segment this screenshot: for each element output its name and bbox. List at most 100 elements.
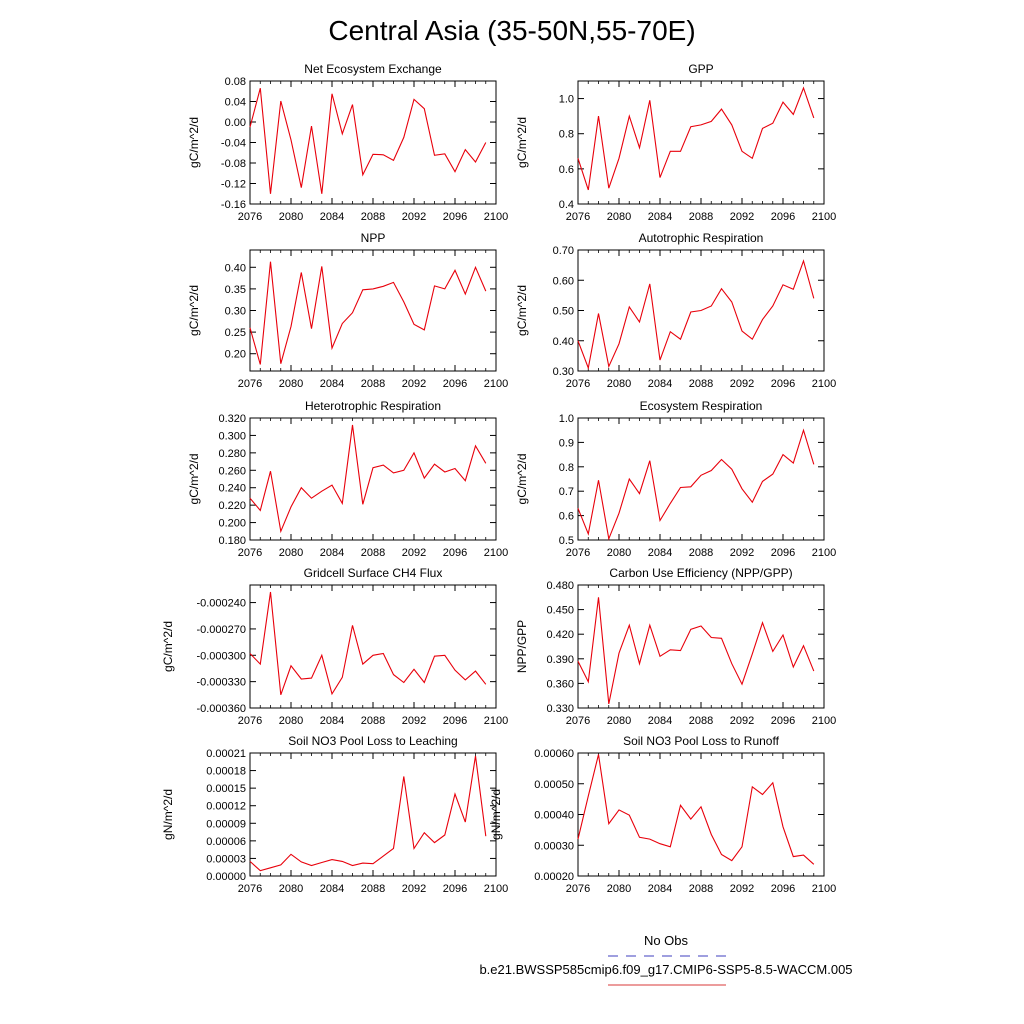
x-tick-label: 2076: [566, 883, 590, 895]
y-tick-label: 0.30: [225, 306, 246, 318]
panel-ecosystem-respiration: Ecosystem Respiration gC/m^2/d 2076 2080 208…: [515, 399, 836, 559]
x-tick-label: 2096: [771, 715, 795, 727]
panel-heterotrophic-respiration: Heterotrophic Respiration gC/m^2/d 2076 208…: [187, 399, 508, 559]
y-tick-label: -0.12: [221, 179, 246, 191]
x-tick-label: 2100: [484, 883, 508, 895]
panel-title: Carbon Use Efficiency (NPP/GPP): [609, 566, 792, 580]
y-tick-label: -0.000240: [196, 598, 246, 610]
x-tick-label: 2080: [279, 883, 303, 895]
y-tick-label: 0.220: [218, 500, 246, 512]
series-line: [249, 591, 487, 696]
y-tick-label: 0.00006: [206, 836, 246, 848]
y-tick-label: 0.00003: [206, 853, 246, 865]
y-tick-label: 0.00012: [206, 801, 246, 813]
x-tick-label: 2092: [402, 883, 426, 895]
y-tick-label: 0.8: [559, 129, 574, 141]
x-tick-label: 2088: [689, 883, 713, 895]
series-line: [577, 754, 815, 865]
y-tick-label: 0.360: [546, 678, 574, 690]
y-tick-label: 0.6: [559, 164, 574, 176]
x-tick-label: 2084: [648, 715, 672, 727]
y-tick-label: 0.320: [218, 413, 246, 425]
y-tick-label: 0.420: [546, 629, 574, 641]
x-tick-label: 2100: [812, 211, 836, 223]
y-tick-label: 0.70: [553, 245, 574, 257]
y-tick-label: 0.390: [546, 654, 574, 666]
plot-frame: [249, 80, 497, 205]
y-tick-label: 0.180: [218, 535, 246, 547]
x-tick-label: 2088: [689, 715, 713, 727]
y-tick-label: -0.000300: [196, 650, 246, 662]
x-tick-label: 2092: [402, 378, 426, 390]
y-tick-label: 0.00: [225, 117, 246, 129]
y-tick-label: 0.30: [553, 366, 574, 378]
x-tick-label: 2092: [730, 883, 754, 895]
x-tick-label: 2092: [730, 211, 754, 223]
x-tick-label: 2080: [607, 547, 631, 559]
x-tick-label: 2088: [689, 547, 713, 559]
series-line: [577, 259, 815, 371]
y-tick-label: 0.7: [559, 486, 574, 498]
x-tick-label: 2096: [771, 211, 795, 223]
x-tick-label: 2076: [238, 211, 262, 223]
x-tick-label: 2092: [402, 715, 426, 727]
series-line: [577, 86, 815, 191]
y-tick-label: -0.000270: [196, 624, 246, 636]
x-tick-label: 2084: [320, 547, 344, 559]
plot-frame: [249, 752, 497, 877]
y-tick-label: 0.00020: [534, 871, 574, 883]
panel-carbon-use-efficiency-npp-gpp: Carbon Use Efficiency (NPP/GPP) NPP/GPP 20…: [515, 566, 836, 727]
panel-title: Heterotrophic Respiration: [305, 399, 441, 413]
y-tick-label: 0.40: [225, 262, 246, 274]
x-tick-label: 2096: [443, 378, 467, 390]
y-tick-label: 0.25: [225, 327, 246, 339]
y-tick-label: 0.35: [225, 284, 246, 296]
x-tick-label: 2092: [402, 547, 426, 559]
y-axis-label: gN/m^2/d: [489, 789, 503, 840]
x-tick-label: 2076: [238, 715, 262, 727]
y-tick-label: 0.200: [218, 518, 246, 530]
y-tick-label: 0.5: [559, 535, 574, 547]
y-axis-label: gC/m^2/d: [161, 621, 175, 672]
panel-net-ecosystem-exchange: Net Ecosystem Exchange gC/m^2/d 2076 2080 20…: [187, 62, 508, 223]
x-tick-label: 2076: [238, 883, 262, 895]
panel-gpp: GPP gC/m^2/d 2076 2080 2084 2088 2092 2096 2100 0…: [515, 62, 836, 223]
y-tick-label: -0.16: [221, 199, 246, 211]
y-tick-label: 0.50: [553, 306, 574, 318]
x-tick-label: 2100: [484, 378, 508, 390]
y-tick-label: -0.08: [221, 158, 246, 170]
x-tick-label: 2088: [361, 883, 385, 895]
x-tick-label: 2076: [566, 715, 590, 727]
x-tick-label: 2100: [812, 715, 836, 727]
legend-label-no-obs: No Obs: [644, 933, 689, 948]
x-tick-label: 2084: [648, 378, 672, 390]
y-axis-label: gC/m^2/d: [515, 117, 529, 168]
legend: No Obs b.e21.BWSSP585cmip6.f09_g17.CMIP6…: [479, 933, 853, 986]
x-tick-label: 2076: [238, 378, 262, 390]
series-line: [249, 424, 487, 534]
y-axis-label: gC/m^2/d: [515, 285, 529, 336]
x-tick-label: 2092: [730, 547, 754, 559]
plot-frame: [577, 752, 825, 877]
y-tick-label: 0.480: [546, 580, 574, 592]
plot-frame: [249, 417, 497, 541]
panel-title: Ecosystem Respiration: [640, 399, 763, 413]
x-tick-label: 2092: [730, 715, 754, 727]
y-tick-label: 1.0: [559, 413, 574, 425]
x-tick-label: 2096: [443, 211, 467, 223]
plot-frame: [249, 584, 497, 709]
y-axis-label: gN/m^2/d: [161, 789, 175, 840]
panel-title: Net Ecosystem Exchange: [304, 62, 442, 76]
y-tick-label: 0.00050: [534, 779, 574, 791]
x-tick-label: 2088: [361, 715, 385, 727]
panel-title: GPP: [688, 62, 713, 76]
panel-title: NPP: [361, 231, 386, 245]
x-tick-label: 2096: [771, 378, 795, 390]
panel-autotrophic-respiration: Autotrophic Respiration gC/m^2/d 2076 2080 2…: [515, 231, 836, 390]
x-tick-label: 2084: [320, 715, 344, 727]
panel-title: Soil NO3 Pool Loss to Leaching: [288, 734, 457, 748]
x-tick-label: 2080: [279, 715, 303, 727]
x-tick-label: 2100: [812, 883, 836, 895]
x-tick-label: 2092: [402, 211, 426, 223]
y-tick-label: 0.4: [559, 199, 574, 211]
